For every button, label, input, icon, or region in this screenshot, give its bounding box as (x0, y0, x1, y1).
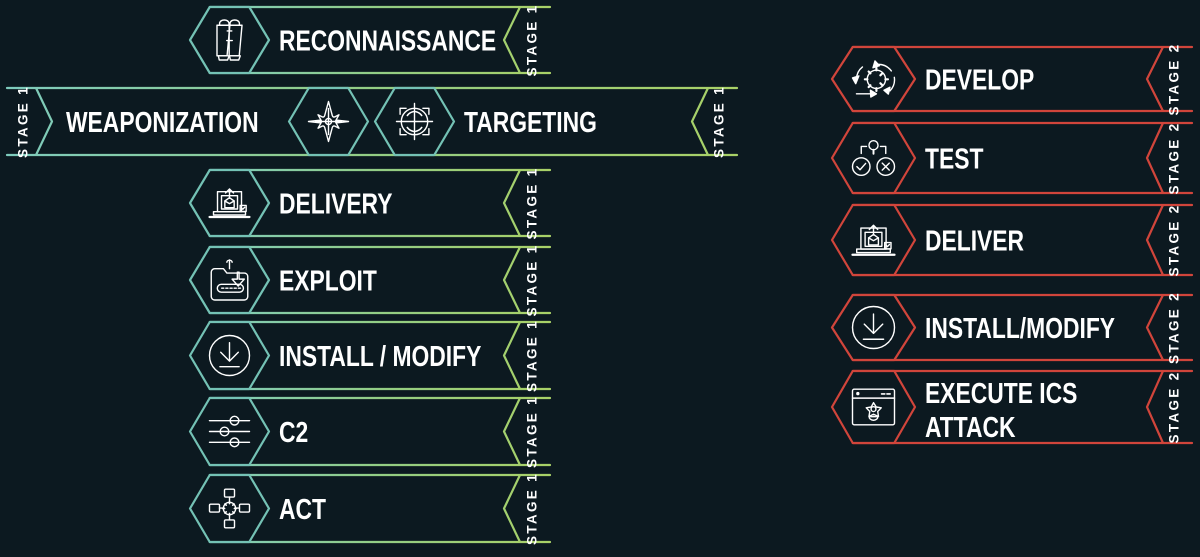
svg-text:DEVELOP: DEVELOP (925, 65, 1034, 96)
svg-text:STAGE 1: STAGE 1 (525, 4, 540, 77)
svg-text:STAGE 2: STAGE 2 (1167, 371, 1182, 444)
svg-text:STAGE 2: STAGE 2 (1167, 291, 1182, 364)
svg-text:STAGE 1: STAGE 1 (525, 244, 540, 317)
svg-text:STAGE 1: STAGE 1 (525, 167, 540, 240)
svg-text:INSTALL/MODIFY: INSTALL/MODIFY (925, 314, 1115, 345)
svg-text:STAGE 1: STAGE 1 (525, 395, 540, 468)
svg-text:C2: C2 (279, 418, 308, 449)
svg-text:WEAPONIZATION: WEAPONIZATION (66, 108, 259, 139)
svg-text:DELIVER: DELIVER (925, 226, 1024, 257)
svg-text:STAGE 2: STAGE 2 (1167, 204, 1182, 277)
svg-text:TARGETING: TARGETING (464, 108, 597, 139)
svg-text:STAGE 2: STAGE 2 (1167, 43, 1182, 116)
svg-text:INSTALL / MODIFY: INSTALL / MODIFY (279, 342, 481, 373)
svg-text:DELIVERY: DELIVERY (279, 189, 392, 220)
svg-text:RECONNAISSANCE: RECONNAISSANCE (279, 26, 496, 57)
svg-text:EXPLOIT: EXPLOIT (279, 266, 377, 297)
svg-text:EXECUTE ICS: EXECUTE ICS (925, 379, 1077, 410)
svg-text:STAGE 1: STAGE 1 (525, 472, 540, 545)
svg-text:TEST: TEST (925, 144, 984, 175)
svg-text:STAGE 1: STAGE 1 (712, 85, 727, 158)
svg-text:ATTACK: ATTACK (925, 413, 1016, 444)
svg-text:ACT: ACT (279, 495, 326, 526)
svg-text:STAGE 1: STAGE 1 (16, 85, 31, 158)
svg-text:STAGE 2: STAGE 2 (1167, 122, 1182, 195)
svg-text:STAGE 1: STAGE 1 (525, 319, 540, 392)
